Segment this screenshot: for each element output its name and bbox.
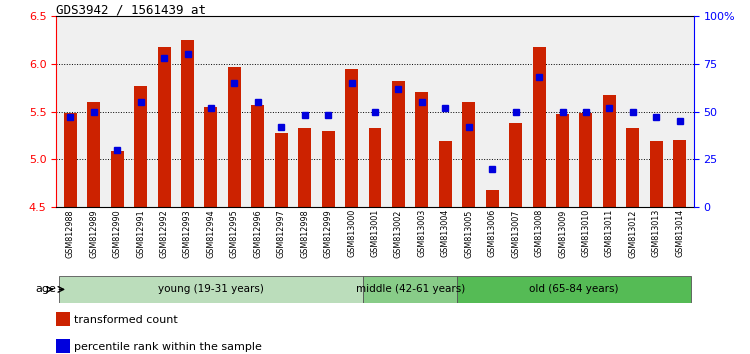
Bar <box>603 95 616 207</box>
Bar <box>134 86 147 207</box>
Bar <box>674 140 686 207</box>
Bar <box>111 151 124 207</box>
Bar <box>462 102 476 207</box>
Text: GSM813013: GSM813013 <box>652 209 661 257</box>
Bar <box>56 339 70 353</box>
Text: GSM812999: GSM812999 <box>323 209 332 258</box>
Bar <box>650 141 663 207</box>
Text: old (65-84 years): old (65-84 years) <box>530 284 619 295</box>
Bar <box>228 67 241 207</box>
Bar <box>56 312 70 326</box>
Bar <box>322 131 334 207</box>
Bar <box>87 102 100 207</box>
Bar <box>580 113 592 207</box>
Text: GSM813008: GSM813008 <box>535 209 544 257</box>
Text: GSM812992: GSM812992 <box>160 209 169 258</box>
Text: GSM812993: GSM812993 <box>183 209 192 258</box>
Bar <box>532 46 545 207</box>
Text: young (19-31 years): young (19-31 years) <box>158 284 264 295</box>
Text: GSM812989: GSM812989 <box>89 209 98 258</box>
Text: GSM813007: GSM813007 <box>512 209 520 258</box>
Text: GSM812988: GSM812988 <box>66 209 75 258</box>
Text: GSM813010: GSM813010 <box>581 209 590 257</box>
Bar <box>345 69 358 207</box>
Text: GSM813004: GSM813004 <box>441 209 450 257</box>
Text: age: age <box>35 284 56 295</box>
Text: GSM813006: GSM813006 <box>488 209 496 257</box>
Bar <box>251 105 264 207</box>
Text: GSM812996: GSM812996 <box>254 209 262 258</box>
Text: GSM812997: GSM812997 <box>277 209 286 258</box>
Bar <box>626 128 639 207</box>
Text: middle (42-61 years): middle (42-61 years) <box>356 284 465 295</box>
Text: GSM812998: GSM812998 <box>300 209 309 258</box>
Bar <box>181 40 194 207</box>
Bar <box>416 92 428 207</box>
Text: GDS3942 / 1561439_at: GDS3942 / 1561439_at <box>56 3 206 16</box>
Text: GSM813005: GSM813005 <box>464 209 473 258</box>
Text: GSM812994: GSM812994 <box>206 209 215 258</box>
Bar <box>363 276 457 303</box>
Text: GSM812995: GSM812995 <box>230 209 238 258</box>
Text: GSM813011: GSM813011 <box>604 209 613 257</box>
Text: GSM813003: GSM813003 <box>417 209 426 257</box>
Bar <box>298 128 311 207</box>
Bar <box>58 276 363 303</box>
Text: GSM813001: GSM813001 <box>370 209 380 257</box>
Text: percentile rank within the sample: percentile rank within the sample <box>74 342 262 352</box>
Bar <box>509 123 522 207</box>
Bar <box>205 107 218 207</box>
Bar <box>158 47 170 207</box>
Bar <box>392 81 405 207</box>
Text: GSM813000: GSM813000 <box>347 209 356 257</box>
Bar <box>274 133 288 207</box>
Bar <box>486 190 499 207</box>
Text: GSM813002: GSM813002 <box>394 209 403 258</box>
Text: GSM813012: GSM813012 <box>628 209 638 258</box>
Bar <box>556 114 569 207</box>
Text: GSM812991: GSM812991 <box>136 209 146 258</box>
Bar <box>368 128 382 207</box>
Bar <box>457 276 692 303</box>
Text: GSM813014: GSM813014 <box>675 209 684 257</box>
Text: GSM813009: GSM813009 <box>558 209 567 258</box>
Bar <box>439 141 452 207</box>
Text: GSM812990: GSM812990 <box>112 209 122 258</box>
Bar <box>64 113 76 207</box>
Text: transformed count: transformed count <box>74 315 178 325</box>
